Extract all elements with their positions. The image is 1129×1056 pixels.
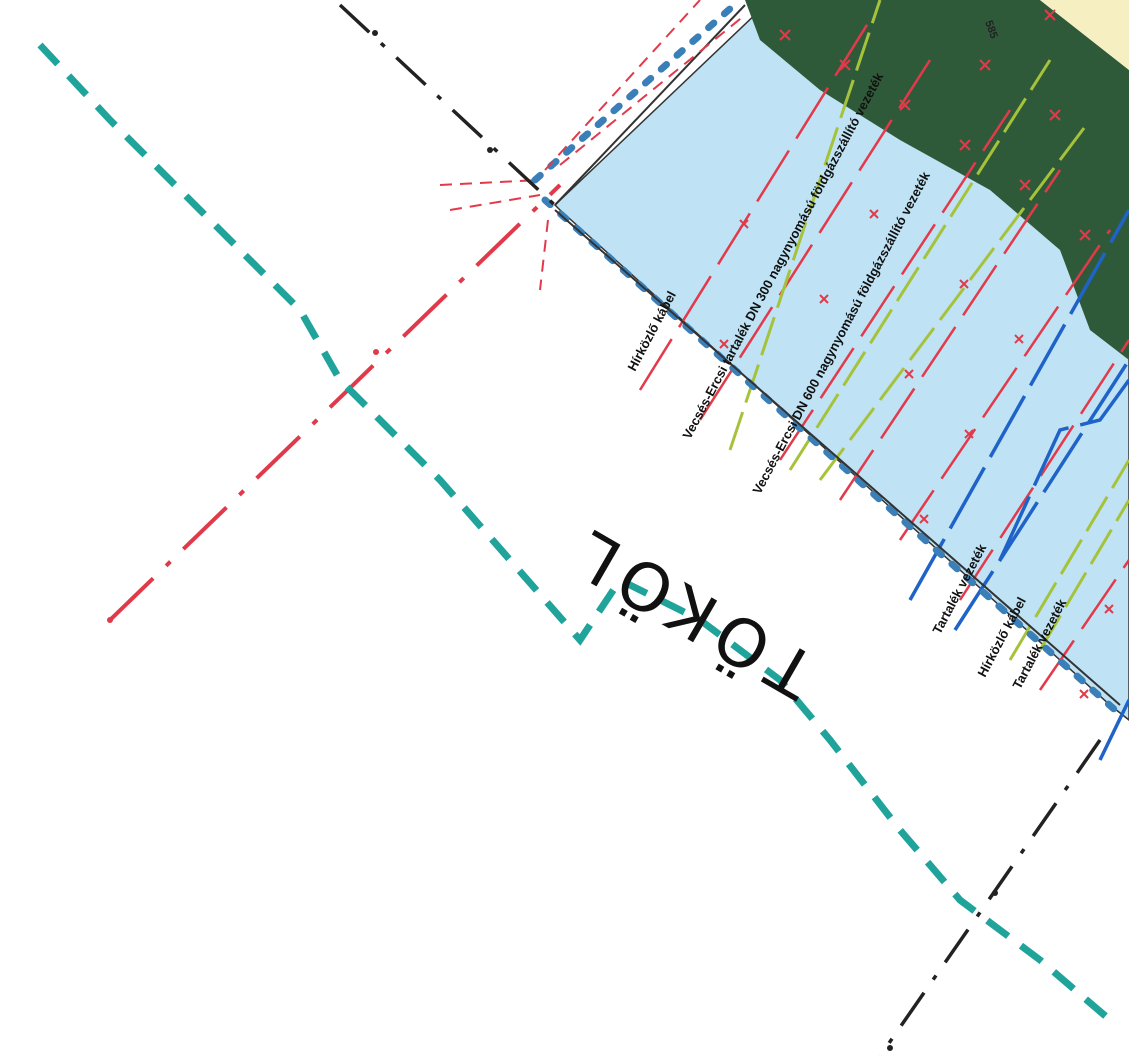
pipeline-red-lines <box>638 19 1129 691</box>
forest-area <box>745 0 1129 360</box>
red-dashed-boundary <box>439 0 746 291</box>
municipal-border-teal <box>37 42 1113 1023</box>
place-name: TÖKÖL <box>555 511 829 714</box>
vertex-dots <box>107 349 379 623</box>
admin-boundary-red <box>108 183 562 622</box>
pipeline-green-lines <box>728 0 1129 661</box>
forest-hatching <box>779 9 1091 241</box>
pipeline-crosses <box>719 209 1114 699</box>
vertex-dots-black <box>372 30 998 1051</box>
property-boundary <box>554 4 1121 706</box>
label-hirkozlo-kabel-1: Hírközlő kábel <box>624 289 679 374</box>
corner-number: 585 <box>982 19 1000 40</box>
admin-boundary-black <box>338 3 1102 1056</box>
field-area <box>1040 0 1129 70</box>
